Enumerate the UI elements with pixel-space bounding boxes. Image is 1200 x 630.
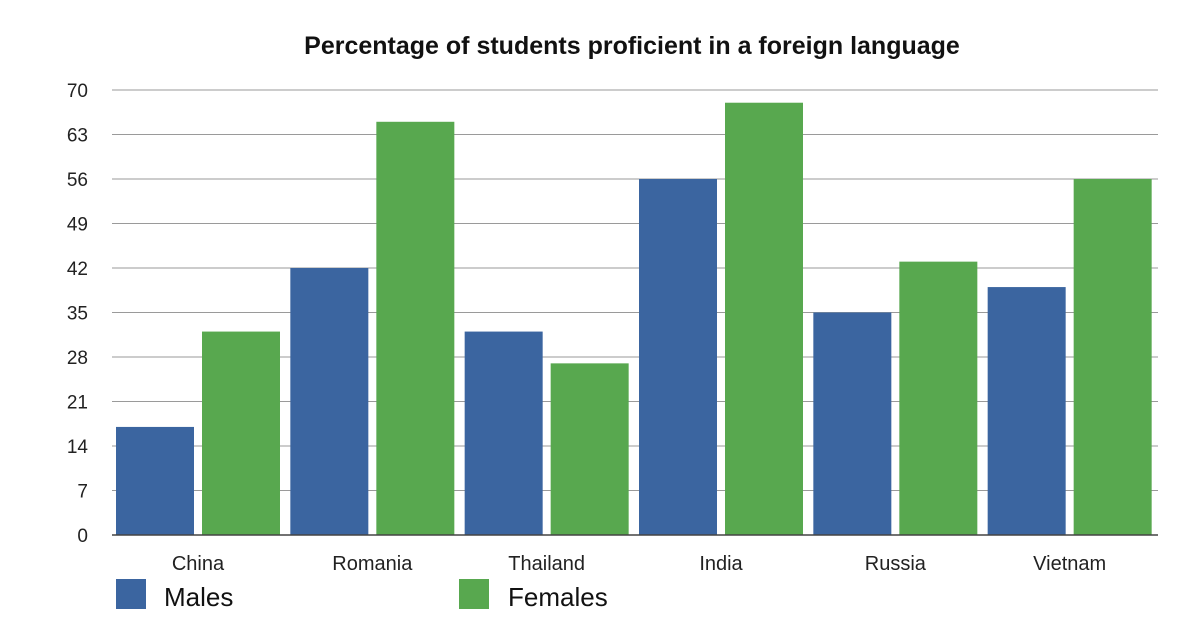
y-tick-label: 70 — [67, 81, 88, 102]
y-tick-label: 28 — [67, 348, 88, 369]
y-tick-label: 35 — [67, 304, 88, 325]
x-axis-ticks: China Romania Thailand India Russia Vietnam — [172, 553, 1106, 575]
bar-females-china — [202, 331, 280, 535]
bar-males-thailand — [464, 331, 543, 535]
bars — [116, 102, 1152, 536]
bar-females-romania — [376, 121, 455, 536]
x-tick-label: Vietnam — [1033, 553, 1106, 575]
legend-swatch-females — [459, 579, 489, 609]
bar-males-india — [639, 179, 717, 535]
bar-males-china — [116, 426, 194, 535]
x-tick-label: Thailand — [508, 553, 585, 575]
chart-title: Percentage of students proficient in a f… — [304, 32, 960, 60]
y-tick-label: 21 — [67, 393, 88, 414]
y-tick-label: 0 — [77, 526, 88, 547]
y-tick-label: 42 — [67, 259, 88, 280]
x-tick-label: Russia — [865, 553, 927, 575]
legend-swatch-males — [116, 579, 146, 609]
y-tick-label: 7 — [77, 482, 88, 503]
x-tick-label: China — [172, 553, 225, 575]
y-tick-label: 63 — [67, 126, 88, 147]
y-axis-ticks: 0 7 14 21 28 35 42 49 56 63 70 — [67, 81, 89, 547]
bar-females-india — [725, 102, 803, 535]
bar-males-russia — [813, 312, 892, 535]
gridlines — [112, 89, 1158, 491]
bar-males-vietnam — [987, 287, 1066, 535]
legend: Males Females — [116, 579, 608, 612]
x-tick-label: India — [699, 553, 743, 575]
y-tick-label: 56 — [67, 170, 88, 191]
y-tick-label: 49 — [67, 215, 88, 236]
legend-label-males: Males — [164, 582, 233, 612]
bar-females-vietnam — [1073, 179, 1152, 535]
x-tick-label: Romania — [332, 553, 413, 575]
legend-label-females: Females — [508, 582, 608, 612]
y-tick-label: 14 — [67, 437, 89, 458]
bar-females-russia — [899, 261, 978, 535]
bar-males-romania — [290, 268, 369, 535]
bar-females-thailand — [550, 363, 629, 535]
